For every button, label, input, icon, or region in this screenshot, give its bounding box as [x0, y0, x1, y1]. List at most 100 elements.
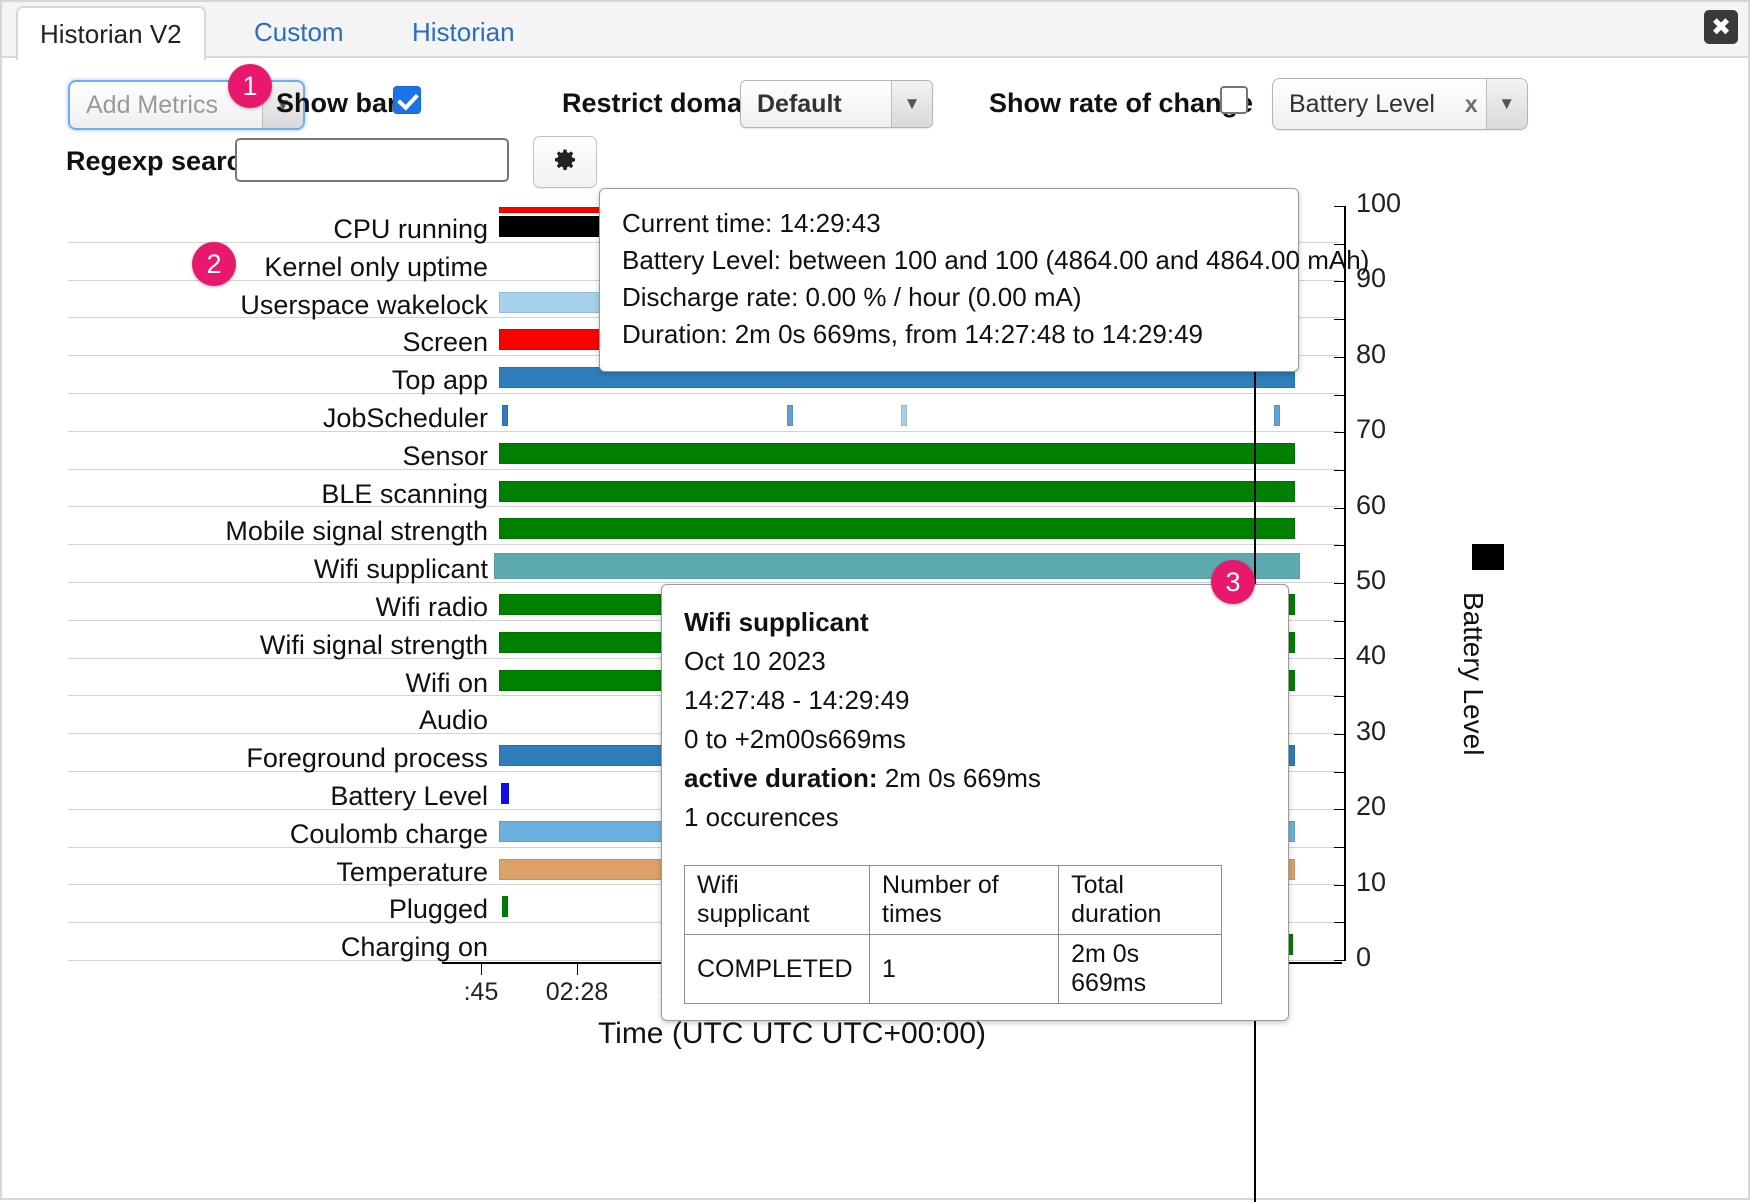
y-axis-tick — [1334, 206, 1346, 207]
row-label-userspace-wakelock[interactable]: Userspace wakelock — [240, 289, 488, 320]
regexp-search-label: Regexp search — [66, 146, 259, 176]
tooltip-line-discharge-rate: Discharge rate: 0.00 % / hour (0.00 mA) — [622, 281, 1082, 312]
y-axis-minor-tick — [1334, 545, 1344, 547]
tooltip-date: Oct 10 2023 — [684, 646, 826, 676]
row-divider — [68, 393, 1339, 394]
tooltip-line-battery-level: Battery Level: between 100 and 100 (4864… — [622, 244, 1370, 275]
row-label-wifi-on[interactable]: Wifi on — [405, 667, 488, 698]
y-axis-tick-label: 90 — [1356, 263, 1387, 294]
row-label-kernel-only-uptime[interactable]: Kernel only uptime — [264, 251, 488, 282]
tab-historian-v2[interactable]: Historian V2 — [16, 6, 206, 60]
y-axis-tick-label: 20 — [1356, 791, 1387, 822]
clear-metric-icon[interactable]: x — [1464, 90, 1478, 117]
y-axis-minor-tick — [1334, 394, 1344, 396]
row-label-wifi-signal-strength[interactable]: Wifi signal strength — [259, 629, 488, 660]
close-icon[interactable]: ✖ — [1704, 10, 1738, 44]
y-axis-tick — [1334, 356, 1346, 358]
row-divider — [68, 468, 1339, 470]
y-axis-tick-label: 0 — [1356, 942, 1372, 972]
tooltip-line-duration: Duration: 2m 0s 669ms, from 14:27:48 to … — [622, 318, 1204, 349]
y-axis-minor-tick — [1334, 846, 1344, 848]
row-label-cpu-running[interactable]: CPU running — [333, 214, 488, 244]
y-axis-tick-label: 50 — [1356, 565, 1387, 595]
row-label-screen[interactable]: Screen — [402, 327, 488, 358]
show-rate-of-change-checkbox[interactable] — [1220, 86, 1248, 114]
row-label-wifi-radio[interactable]: Wifi radio — [375, 592, 488, 622]
row-label-top-app[interactable]: Top app — [391, 365, 488, 396]
x-axis-title: Time (UTC UTC UTC+00:00) — [597, 1017, 987, 1050]
row-label-ble-scanning[interactable]: BLE scanning — [321, 478, 488, 509]
y-axis-tick — [1334, 960, 1346, 961]
timeline-bar[interactable] — [499, 480, 1295, 502]
y-axis-tick-label: 70 — [1356, 414, 1387, 445]
metric-select[interactable]: Battery Level x ▼ — [1272, 78, 1528, 130]
tab-custom[interactable]: Custom — [254, 17, 344, 47]
tooltip-summary-table: Wifi supplicant Number of times Total du… — [683, 865, 1222, 1004]
restrict-domain-dropdown[interactable]: Default ▼ — [740, 80, 933, 128]
y-axis-tick-label: 100 — [1356, 188, 1402, 218]
annotation-badge-3: 3 — [1211, 560, 1255, 604]
table-header-cell: Number of times — [869, 865, 1060, 935]
tooltip-title: Wifi supplicant — [684, 607, 869, 637]
y-axis-tick-label: 80 — [1356, 338, 1387, 369]
gear-icon — [555, 149, 575, 171]
row-divider — [68, 506, 1339, 508]
row-label-wifi-supplicant[interactable]: Wifi supplicant — [313, 554, 488, 585]
timeline-bar[interactable] — [787, 405, 793, 426]
row-label-charging-on[interactable]: Charging on — [340, 932, 488, 963]
row-label-jobscheduler[interactable]: JobScheduler — [322, 403, 488, 433]
row-label-foreground-process[interactable]: Foreground process — [246, 743, 488, 774]
tab-bar: Historian V2 Custom Historian ✖ — [2, 2, 1748, 60]
add-metrics-label: Add Metrics — [86, 90, 218, 119]
y-axis-tick — [1334, 809, 1346, 811]
timeline-bar[interactable] — [502, 896, 508, 918]
row-label-temperature[interactable]: Temperature — [336, 856, 488, 887]
table-row: COMPLETED 1 2m 0s 669ms — [683, 934, 1222, 1004]
show-bars-label: Show bars — [276, 88, 413, 118]
annotation-badge-2: 2 — [192, 242, 236, 286]
timeline-bar[interactable] — [901, 405, 907, 426]
x-axis-tick-label: 02:28 — [545, 978, 609, 1006]
row-label-mobile-signal-strength[interactable]: Mobile signal strength — [225, 516, 488, 547]
chevron-down-icon: ▼ — [262, 82, 303, 128]
timeline-bar[interactable] — [494, 553, 1300, 580]
timeline-bar[interactable] — [499, 442, 1295, 464]
y-axis-minor-tick — [1334, 319, 1344, 321]
y-axis-minor-tick — [1334, 469, 1344, 471]
show-bars-checkbox[interactable] — [393, 86, 421, 114]
current-time-tooltip: Current time: 14:29:43 Battery Level: be… — [599, 188, 1370, 372]
regexp-search-input[interactable] — [235, 138, 509, 182]
y-axis-title: Battery Level — [1458, 592, 1489, 756]
row-label-plugged[interactable]: Plugged — [388, 894, 488, 925]
row-label-battery-level[interactable]: Battery Level — [330, 781, 488, 811]
x-axis-tick-label: :45 — [463, 978, 499, 1006]
table-cell: COMPLETED — [683, 934, 871, 1004]
metric-selected-value: Battery Level — [1289, 89, 1435, 118]
settings-button[interactable] — [533, 136, 597, 188]
table-header-row: Wifi supplicant Number of times Total du… — [683, 865, 1222, 935]
legend-swatch-battery-level — [1472, 544, 1504, 570]
row-label-audio[interactable]: Audio — [418, 705, 488, 736]
row-divider — [68, 430, 1339, 432]
restrict-domain-value: Default — [757, 89, 842, 118]
timeline-bar[interactable] — [501, 783, 509, 804]
restrict-domain-label: Restrict domain — [562, 88, 767, 118]
row-label-sensor[interactable]: Sensor — [402, 440, 488, 471]
y-axis-tick-label: 10 — [1356, 866, 1387, 897]
y-axis-minor-tick — [1334, 771, 1344, 773]
y-axis-tick — [1334, 281, 1346, 283]
table-header-cell: Wifi supplicant — [683, 865, 871, 935]
table-cell: 2m 0s 669ms — [1058, 934, 1222, 1004]
timeline-bar[interactable] — [1274, 405, 1280, 426]
show-rate-of-change-label: Show rate of change — [989, 88, 1254, 118]
annotation-badge-1: 1 — [228, 64, 272, 108]
timeline-bar[interactable] — [502, 405, 508, 426]
row-label-coulomb-charge[interactable]: Coulomb charge — [289, 818, 488, 849]
y-axis-minor-tick — [1334, 620, 1344, 622]
tab-historian[interactable]: Historian — [412, 17, 515, 47]
row-divider — [68, 544, 1339, 546]
active-duration-label: active duration: — [684, 763, 878, 793]
timeline-bar[interactable] — [499, 518, 1295, 540]
y-axis-tick-label: 60 — [1356, 489, 1387, 520]
